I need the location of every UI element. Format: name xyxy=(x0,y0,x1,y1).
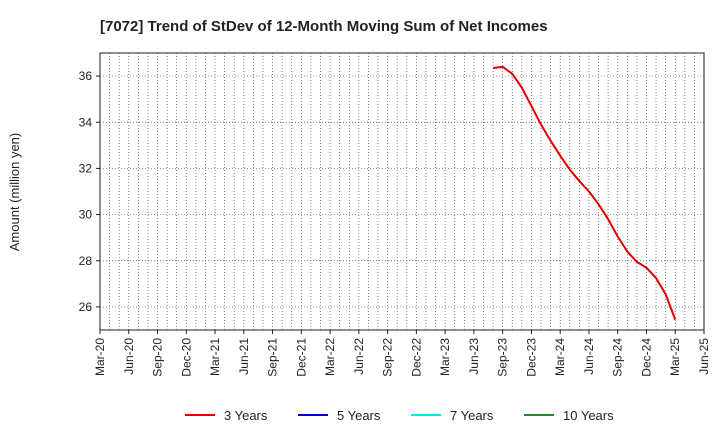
legend-label: 10 Years xyxy=(563,408,614,423)
chart-title: [7072] Trend of StDev of 12-Month Moving… xyxy=(100,18,548,35)
x-tick-label: Mar-25 xyxy=(668,338,682,376)
legend-label: 5 Years xyxy=(337,408,381,423)
y-axis-ticks: 26 28 30 32 34 36 xyxy=(79,69,100,314)
y-tick-label: 32 xyxy=(79,161,93,175)
x-tick-label: Mar-22 xyxy=(323,338,337,376)
x-tick-label: Sep-23 xyxy=(496,338,510,377)
x-tick-label: Jun-25 xyxy=(697,338,711,375)
x-tick-label: Dec-22 xyxy=(409,338,423,377)
x-tick-label: Dec-21 xyxy=(294,338,308,377)
x-tick-label: Sep-21 xyxy=(266,338,280,377)
x-tick-label: Jun-22 xyxy=(352,338,366,375)
x-tick-label: Jun-20 xyxy=(122,338,136,375)
x-tick-label: Dec-24 xyxy=(639,338,653,377)
x-tick-label: Sep-24 xyxy=(611,338,625,377)
y-tick-label: 28 xyxy=(79,254,93,268)
gridlines xyxy=(100,53,704,330)
x-tick-label: Mar-24 xyxy=(553,338,567,376)
x-tick-label: Mar-20 xyxy=(93,338,107,376)
y-tick-label: 36 xyxy=(79,69,93,83)
legend-label: 7 Years xyxy=(450,408,494,423)
x-tick-label: Dec-23 xyxy=(524,338,538,377)
plot-frame xyxy=(99,52,705,331)
x-tick-label: Jun-23 xyxy=(467,338,481,375)
x-tick-label: Jun-24 xyxy=(582,338,596,375)
y-tick-label: 30 xyxy=(79,208,93,222)
legend-label: 3 Years xyxy=(224,408,268,423)
x-tick-label: Dec-20 xyxy=(179,338,193,377)
y-tick-label: 34 xyxy=(79,115,93,129)
x-tick-label: Mar-21 xyxy=(208,338,222,376)
y-axis-label: Amount (million yen) xyxy=(7,133,22,252)
x-axis-ticks: Mar-20 Jun-20 Sep-20 Dec-20 Mar-21 Jun-21 Sep-… xyxy=(93,330,711,377)
x-tick-label: Jun-21 xyxy=(237,338,251,375)
series-lines xyxy=(492,65,677,320)
series-line xyxy=(492,65,677,320)
x-tick-label: Mar-23 xyxy=(438,338,452,376)
x-tick-label: Sep-20 xyxy=(151,338,165,377)
x-tick-label: Sep-22 xyxy=(381,338,395,377)
legend: 3 Years 5 Years 7 Years 10 Years xyxy=(185,408,614,423)
y-tick-label: 26 xyxy=(79,300,93,314)
